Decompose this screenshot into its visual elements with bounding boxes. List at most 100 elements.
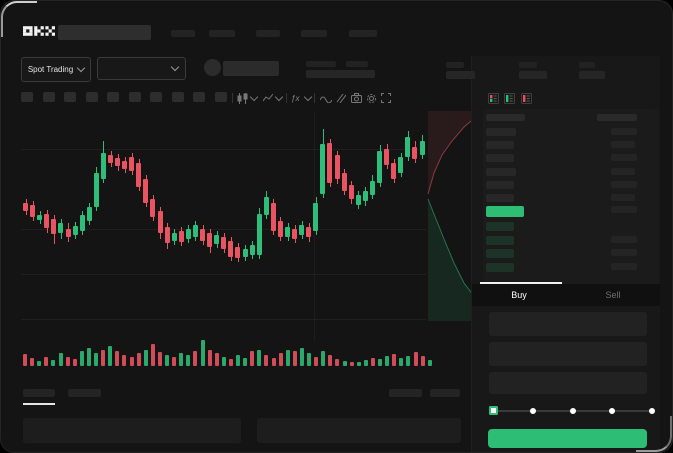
orderbook-header-placeholder: [597, 114, 637, 121]
camera-icon[interactable]: [351, 91, 362, 105]
ask-price-placeholder[interactable]: [486, 141, 514, 149]
interval-chip[interactable]: [171, 92, 184, 102]
chevron-down-icon[interactable]: [303, 91, 313, 105]
ask-amount-placeholder: [611, 128, 637, 135]
volume-bar: [207, 350, 212, 366]
bottom-action-placeholder[interactable]: [389, 389, 422, 397]
slider-stop[interactable]: [569, 408, 576, 414]
nav-item-placeholder[interactable]: [349, 30, 377, 37]
amount-input[interactable]: [489, 342, 647, 366]
price-input[interactable]: [489, 312, 647, 336]
ask-price-placeholder[interactable]: [486, 194, 514, 202]
instrument-select[interactable]: [97, 57, 186, 80]
tab-sell[interactable]: Sell: [605, 290, 621, 300]
interval-chip[interactable]: [214, 92, 227, 102]
candle: [285, 227, 290, 237]
candle: [334, 155, 340, 179]
stat-value-placeholder: [446, 71, 475, 79]
nav-item-placeholder[interactable]: [171, 30, 195, 37]
book-bids-view-icon[interactable]: [504, 93, 515, 104]
ask-price-placeholder[interactable]: [486, 128, 516, 136]
bid-amount-placeholder: [611, 263, 637, 270]
nav-item-placeholder[interactable]: [301, 30, 327, 37]
settings-gear-icon[interactable]: [366, 91, 377, 105]
interval-chip[interactable]: [64, 92, 76, 102]
candle: [377, 151, 382, 183]
interval-chip[interactable]: [128, 92, 141, 102]
candle: [93, 173, 99, 207]
coin-circle-icon: [204, 59, 221, 76]
tab-buy[interactable]: Buy: [511, 290, 527, 300]
candle: [369, 181, 375, 195]
bid-price-placeholder[interactable]: [486, 249, 514, 258]
slider-stop[interactable]: [609, 408, 616, 414]
candlestick-chart[interactable]: [21, 111, 426, 341]
stat-label-placeholder: [579, 62, 595, 68]
candle-style-icon[interactable]: [237, 91, 248, 105]
candle: [320, 144, 326, 194]
chevron-down-icon: [76, 63, 86, 73]
volume-bar: [264, 355, 269, 366]
bottom-tab-placeholder[interactable]: [68, 389, 101, 397]
total-input[interactable]: [489, 372, 647, 394]
volume-bar: [342, 361, 347, 366]
stat-label-placeholder: [446, 62, 464, 68]
last-price-placeholder: [223, 61, 279, 76]
slider-handle[interactable]: [489, 406, 498, 415]
interval-chip[interactable]: [21, 92, 33, 102]
ask-price-placeholder[interactable]: [486, 154, 514, 162]
interval-chip[interactable]: [150, 92, 162, 102]
amount-slider[interactable]: [489, 406, 655, 415]
interval-chip[interactable]: [193, 92, 205, 102]
bid-price-placeholder[interactable]: [486, 263, 514, 272]
bid-amount-placeholder: [611, 249, 637, 256]
nav-item-placeholder[interactable]: [209, 30, 235, 37]
bottom-tab-placeholder[interactable]: [23, 389, 55, 397]
bar-style-icon[interactable]: [263, 91, 273, 105]
interval-chip[interactable]: [107, 92, 119, 102]
stat-value-placeholder: [579, 71, 605, 79]
ask-price-placeholder[interactable]: [486, 181, 514, 189]
candle: [270, 203, 276, 231]
divider: [232, 93, 233, 103]
candle: [207, 233, 213, 247]
candle: [100, 153, 106, 179]
draw-lines-icon[interactable]: [336, 91, 346, 105]
bottom-action-placeholder[interactable]: [430, 389, 460, 397]
volume-bar: [150, 344, 155, 366]
buy-submit-button[interactable]: [488, 429, 647, 448]
book-asks-view-icon[interactable]: [521, 93, 532, 104]
bid-price-placeholder[interactable]: [486, 222, 514, 231]
book-split-view-icon[interactable]: [488, 93, 499, 104]
candle: [362, 191, 368, 201]
wave-line-icon[interactable]: [320, 91, 332, 105]
chevron-down-icon[interactable]: [274, 91, 284, 105]
slider-stop[interactable]: [649, 408, 655, 414]
volume-bar: [23, 354, 27, 366]
bid-price-placeholder[interactable]: [486, 236, 514, 245]
gridline: [21, 319, 426, 320]
volume-bar: [143, 350, 148, 366]
volume-bar: [51, 360, 56, 366]
fullscreen-expand-icon[interactable]: [381, 91, 391, 105]
candle: [150, 199, 156, 217]
interval-chip[interactable]: [85, 92, 98, 102]
last-price-badge[interactable]: [486, 206, 524, 217]
active-tab-underline: [23, 403, 55, 405]
market-type-selector[interactable]: Spot Trading: [21, 57, 91, 82]
stat-label-placeholder: [519, 62, 537, 68]
nav-item-placeholder[interactable]: [256, 30, 280, 37]
chevron-down-icon[interactable]: [249, 91, 259, 105]
candle: [221, 237, 227, 249]
volume-bar: [385, 356, 390, 366]
stat-value-placeholder: [346, 70, 375, 78]
divider: [314, 93, 315, 103]
volume-bar: [243, 358, 248, 366]
volume-bar: [349, 362, 354, 366]
slider-stop[interactable]: [529, 408, 536, 414]
ask-price-placeholder[interactable]: [486, 168, 516, 176]
volume-bar: [335, 359, 340, 366]
interval-chip[interactable]: [42, 92, 55, 102]
volume-bar: [271, 358, 276, 366]
indicators-fx-icon[interactable]: ƒx: [291, 93, 300, 103]
